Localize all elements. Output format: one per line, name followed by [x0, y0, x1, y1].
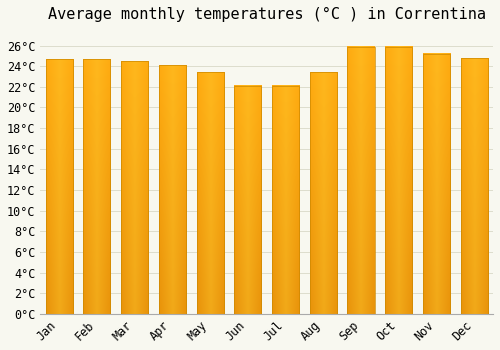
Title: Average monthly temperatures (°C ) in Correntina: Average monthly temperatures (°C ) in Co…	[48, 7, 486, 22]
